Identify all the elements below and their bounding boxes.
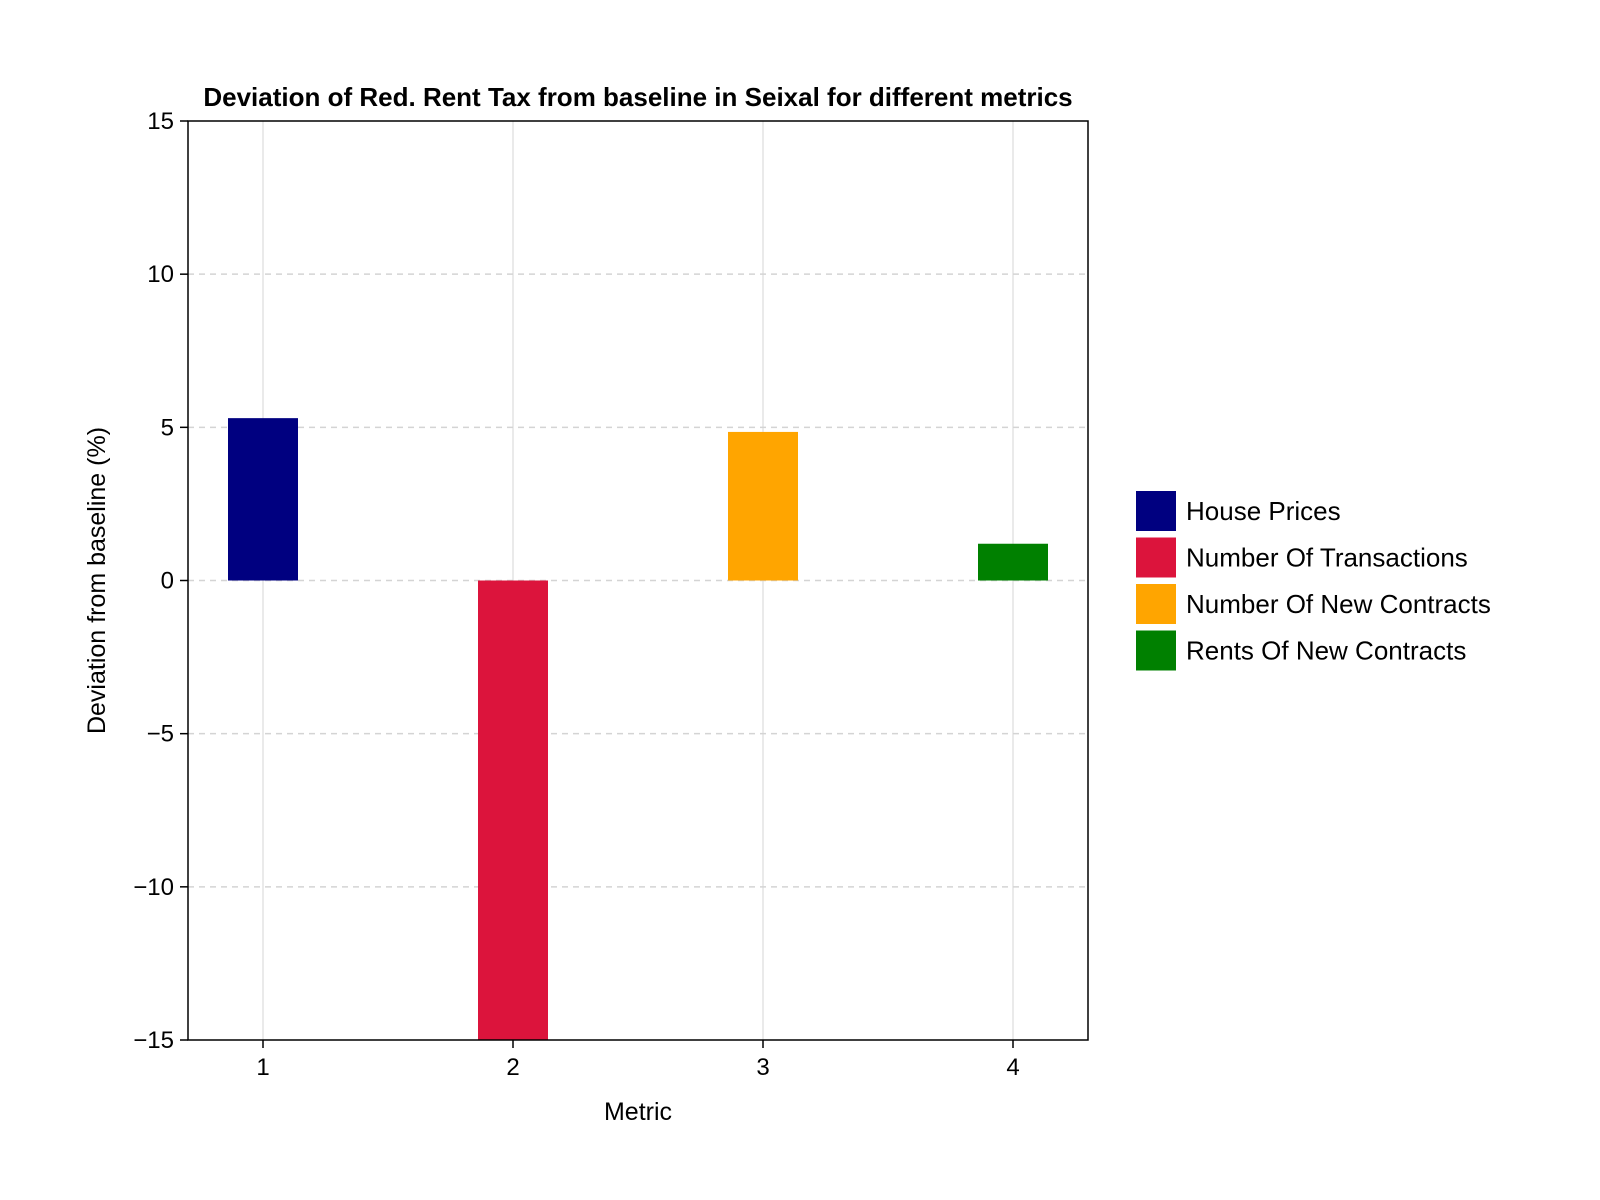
legend-label-2: Number Of Transactions bbox=[1186, 543, 1468, 573]
chart-title: Deviation of Red. Rent Tax from baseline… bbox=[203, 82, 1072, 112]
legend-label-3: Number Of New Contracts bbox=[1186, 589, 1491, 619]
bar-1 bbox=[228, 418, 298, 581]
legend: House Prices Number Of Transactions Number… bbox=[1136, 491, 1491, 671]
x-tick-label-4: 4 bbox=[1006, 1054, 1019, 1081]
bar-2 bbox=[478, 580, 548, 1040]
y-tick-label-2: −10 bbox=[133, 874, 174, 901]
y-tick-label-4: 0 bbox=[161, 568, 174, 595]
y-axis-label: Deviation from baseline (%) bbox=[83, 427, 111, 734]
y-tick-label-1: −15 bbox=[133, 1027, 174, 1054]
x-tick-label-2: 2 bbox=[506, 1054, 519, 1081]
legend-swatch-1 bbox=[1136, 491, 1176, 531]
x-tick-label-3: 3 bbox=[756, 1054, 769, 1081]
x-tick-label-1: 1 bbox=[256, 1054, 269, 1081]
bar-3 bbox=[728, 431, 798, 581]
bar-4 bbox=[978, 543, 1048, 581]
legend-label-4: Rents Of New Contracts bbox=[1186, 636, 1466, 666]
x-axis-label: Metric bbox=[604, 1098, 672, 1126]
legend-swatch-3 bbox=[1136, 584, 1176, 624]
y-tick-label-6: 10 bbox=[147, 261, 174, 288]
y-tick-label-7: 15 bbox=[147, 108, 174, 135]
legend-label-1: House Prices bbox=[1186, 496, 1341, 526]
bars bbox=[228, 418, 1048, 1040]
legend-swatch-2 bbox=[1136, 537, 1176, 578]
y-tick-label-5: 5 bbox=[161, 414, 174, 441]
legend-swatch-4 bbox=[1136, 630, 1176, 671]
y-tick-label-3: −5 bbox=[147, 721, 174, 748]
axis-ticks: −15 −10 −5 0 5 10 15 1 2 3 4 bbox=[133, 108, 1019, 1081]
